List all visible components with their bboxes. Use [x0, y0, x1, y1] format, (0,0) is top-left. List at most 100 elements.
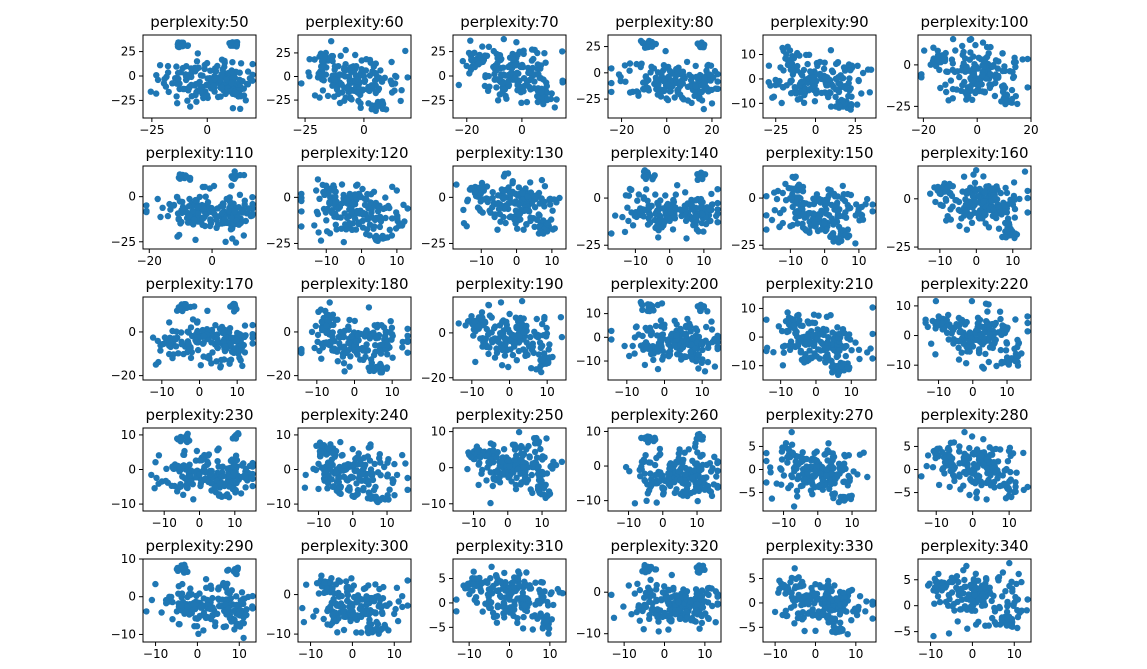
- x-tick-label: −10: [616, 516, 641, 530]
- scatter-point: [537, 228, 544, 235]
- scatter-point: [834, 59, 842, 66]
- x-tick-label: 10: [844, 516, 859, 530]
- scatter-point: [402, 460, 409, 467]
- scatter-point: [666, 470, 673, 477]
- scatter-point: [182, 301, 189, 308]
- scatter-point: [354, 181, 361, 188]
- subplot-title: perplexity:90: [770, 13, 868, 31]
- scatter-point: [834, 235, 841, 242]
- scatter-point: [1012, 488, 1019, 495]
- scatter-point: [165, 88, 172, 96]
- scatter-point: [823, 472, 830, 479]
- scatter-point: [329, 57, 336, 65]
- scatter-point: [780, 472, 788, 479]
- y-tick-label: 10: [741, 48, 756, 62]
- y-tick-label: 0: [903, 463, 911, 477]
- x-tick-label: 0: [969, 516, 977, 530]
- y-tick-label: 10: [896, 299, 911, 313]
- scatter-point: [176, 304, 184, 312]
- scatter-point: [364, 453, 371, 460]
- x-tick-label: 0: [821, 254, 829, 268]
- scatter-point: [340, 238, 347, 246]
- scatter-point: [982, 350, 989, 358]
- scatter-point: [514, 466, 522, 473]
- scatter-point: [652, 322, 660, 330]
- scatter-point: [845, 61, 853, 68]
- scatter-point: [796, 52, 803, 59]
- subplot-11: perplexity:150−10 0 10−250: [731, 144, 877, 268]
- scatter-point: [188, 81, 195, 89]
- scatter-point: [199, 72, 206, 79]
- y-tick-label: 0: [593, 66, 601, 80]
- scatter-point: [836, 330, 843, 337]
- scatter-point: [993, 183, 1000, 190]
- scatter-point: [194, 346, 202, 354]
- scatter-point: [960, 173, 968, 180]
- scatter-point: [154, 195, 161, 203]
- scatter-point: [187, 478, 194, 485]
- scatter-point: [956, 222, 963, 230]
- scatter-point: [644, 490, 651, 497]
- scatter-point: [337, 490, 344, 497]
- scatter-point: [172, 343, 180, 350]
- scatter-point: [339, 451, 346, 459]
- scatter-point: [985, 224, 993, 231]
- scatter-point: [993, 362, 1000, 370]
- scatter-point: [974, 81, 982, 88]
- scatter-point: [825, 93, 832, 101]
- scatter-point: [200, 332, 208, 340]
- scatter-point: [176, 171, 183, 178]
- scatter-point: [229, 59, 236, 66]
- scatter-point: [480, 196, 487, 203]
- scatter-point: [825, 448, 833, 456]
- scatter-point: [992, 79, 999, 87]
- y-tick-label: −25: [886, 240, 911, 254]
- scatter-point: [216, 480, 224, 487]
- scatter-point: [643, 497, 650, 504]
- scatter-point: [241, 322, 249, 329]
- scatter-point: [676, 477, 684, 484]
- scatter-point: [400, 201, 407, 208]
- scatter-points: [918, 428, 1031, 503]
- scatter-point: [331, 93, 338, 100]
- scatter-point: [646, 205, 653, 212]
- scatter-point: [468, 184, 475, 192]
- scatter-point: [190, 496, 197, 503]
- axes-frame: [762, 296, 877, 381]
- scatter-point: [174, 233, 181, 240]
- scatter-point: [218, 84, 226, 91]
- scatter-point: [368, 82, 375, 89]
- scatter-point: [523, 322, 530, 330]
- scatter-point: [653, 499, 660, 506]
- y-tick-label: 0: [748, 191, 756, 205]
- scatter-point: [333, 469, 340, 476]
- axes-frame: [917, 165, 1032, 250]
- scatter-point: [970, 71, 978, 78]
- scatter-point: [696, 466, 703, 474]
- scatter-point: [206, 222, 214, 230]
- scatter-point: [789, 449, 796, 457]
- scatter-point: [317, 448, 325, 456]
- scatter-point: [966, 87, 974, 95]
- scatter-point: [204, 354, 211, 361]
- scatter-point: [159, 204, 166, 211]
- scatter-point: [382, 194, 389, 201]
- scatter-point: [225, 494, 233, 501]
- subplot-title: perplexity:190: [456, 275, 564, 293]
- scatter-point: [559, 79, 566, 86]
- scatter-point: [792, 214, 799, 222]
- axes-frame: [607, 165, 722, 250]
- scatter-point: [491, 213, 498, 221]
- scatter-point: [692, 83, 699, 90]
- scatter-point: [819, 340, 826, 348]
- scatter-point: [974, 314, 982, 321]
- y-tick-label: −25: [421, 93, 446, 107]
- subplot-title: perplexity:140: [611, 144, 719, 162]
- scatter-point: [689, 474, 696, 481]
- scatter-point: [174, 210, 182, 217]
- scatter-point: [711, 453, 718, 460]
- scatter-point: [1024, 55, 1031, 63]
- scatter-point: [166, 319, 173, 326]
- scatter-point: [520, 75, 528, 82]
